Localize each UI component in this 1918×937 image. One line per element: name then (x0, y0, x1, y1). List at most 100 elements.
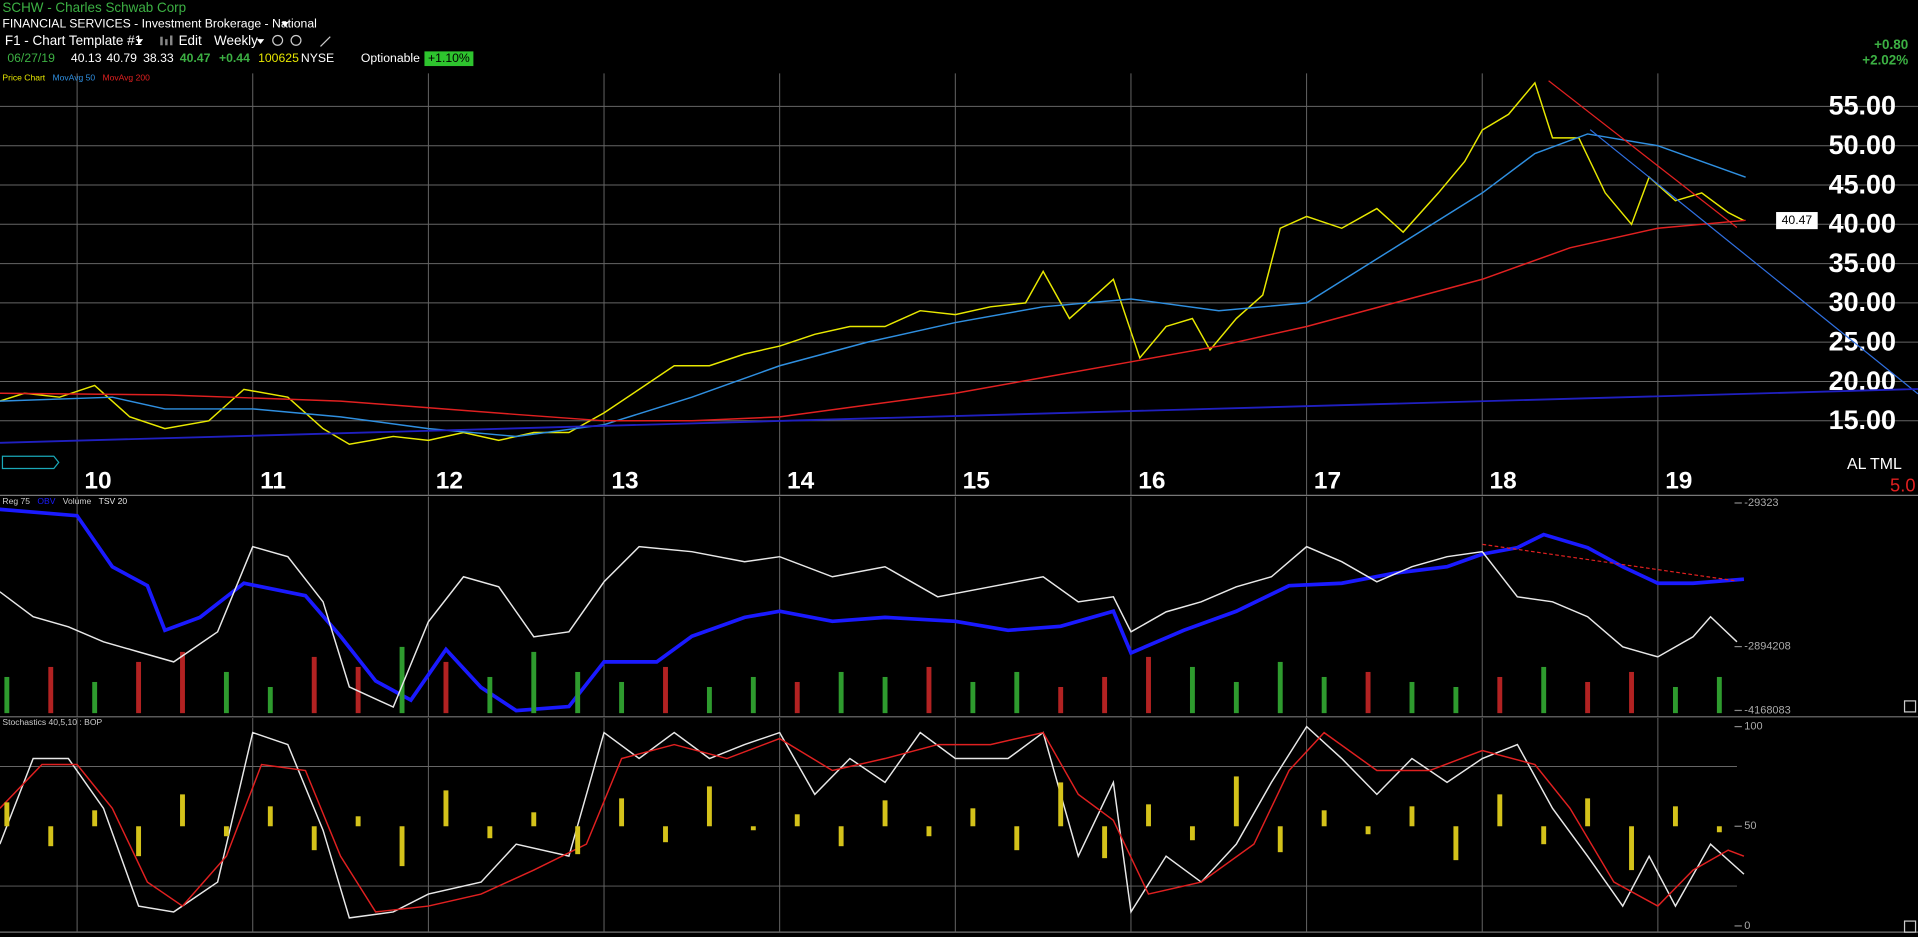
bar (1365, 826, 1371, 835)
bar (1409, 806, 1415, 827)
legend-entry: Volume (63, 496, 92, 506)
series-line (0, 725, 1745, 919)
quote-high: 40.79 (106, 51, 137, 65)
x-tick-label: 13 (611, 467, 638, 494)
bar (1716, 676, 1722, 714)
bar (223, 671, 229, 714)
panel-button[interactable] (1903, 700, 1917, 713)
bar (136, 661, 142, 714)
x-tick-label: 12 (436, 467, 463, 494)
edit-icon[interactable] (170, 35, 173, 46)
zoom-out[interactable] (290, 34, 302, 46)
zoom-in[interactable] (272, 34, 284, 46)
bar (1541, 666, 1547, 714)
dropdown-arrow[interactable] (281, 22, 289, 27)
legend-entry: MovAvg 50 (53, 73, 96, 83)
x-tick-label: 18 (1490, 467, 1517, 494)
draw-tool[interactable] (320, 36, 331, 47)
bar (48, 666, 54, 714)
legend-entry: OBV (37, 496, 55, 506)
bar (575, 826, 581, 855)
dropdown-arrow[interactable] (256, 39, 265, 45)
bar (619, 681, 625, 714)
series-line (0, 133, 1746, 438)
bar (1409, 681, 1415, 714)
edit-icon[interactable] (165, 39, 168, 46)
template[interactable]: F1 - Chart Template #1 (5, 33, 142, 48)
bar (136, 826, 142, 857)
bar (4, 676, 10, 714)
bar (355, 816, 361, 827)
right-change: +0.80 (1874, 37, 1908, 52)
bar (1102, 826, 1108, 859)
y-tick-label: -29323 (1744, 497, 1778, 509)
y-tick-label: 40.00 (1829, 209, 1896, 239)
panel-button[interactable] (1903, 920, 1917, 933)
y-tick-label: 30.00 (1829, 287, 1896, 317)
bar (838, 826, 844, 847)
bar (487, 826, 493, 839)
optionable: Optionable (361, 51, 420, 65)
y-tick-label: 55.00 (1829, 91, 1896, 121)
x-tick-label: 15 (963, 467, 990, 494)
quote-change: +0.44 (219, 51, 250, 65)
bar (311, 826, 317, 851)
quote-volume: 100625 (258, 51, 299, 65)
bar (399, 646, 405, 714)
bar (970, 681, 976, 714)
bar (794, 814, 800, 827)
dropdown-arrow[interactable] (135, 39, 144, 45)
bar (48, 826, 54, 847)
bar (882, 676, 888, 714)
bar (355, 666, 361, 714)
series-line (0, 731, 1745, 913)
bar (1102, 676, 1108, 714)
bar (1277, 661, 1283, 714)
bar (92, 681, 98, 714)
legend-entry: Stochastics 40,5,10 : BOP (2, 717, 102, 727)
edit-icon[interactable] (160, 36, 163, 46)
bar (1321, 810, 1327, 827)
x-tick-label: 17 (1314, 467, 1341, 494)
bar (838, 671, 844, 714)
bar (926, 826, 932, 837)
y-tick-label: 100 (1744, 721, 1762, 733)
bar (1189, 666, 1195, 714)
y-tick-label: 50.00 (1829, 130, 1896, 160)
bar (970, 808, 976, 827)
edit-button[interactable]: Edit (179, 33, 202, 48)
bar (1233, 681, 1239, 714)
bar (1058, 782, 1064, 827)
quote-low: 38.33 (143, 51, 174, 65)
quote-close: 40.47 (180, 51, 211, 65)
bar (399, 826, 405, 867)
bar (531, 651, 537, 714)
bar (926, 666, 932, 714)
y-tick-label: -2894208 (1744, 641, 1791, 653)
period[interactable]: Weekly (214, 33, 258, 48)
price-tag-box (1776, 212, 1818, 230)
legend-entry: MovAvg 200 (102, 73, 150, 83)
bar (1146, 804, 1151, 827)
y-tick-label: -4168083 (1744, 704, 1791, 716)
bar (750, 676, 756, 714)
x-tick-label: 16 (1138, 467, 1165, 494)
change-badge-text: +1.10% (428, 51, 470, 65)
scroll-marker[interactable] (1, 455, 60, 470)
y-tick-label: 45.00 (1829, 169, 1896, 199)
bar (1058, 686, 1064, 714)
bar (1672, 686, 1678, 714)
bar (267, 686, 273, 714)
trendline (1482, 543, 1738, 582)
bar (750, 826, 756, 831)
sector[interactable]: FINANCIAL SERVICES - Investment Brokerag… (2, 17, 316, 31)
bar (663, 666, 668, 714)
series-line (0, 545, 1738, 709)
bar (1146, 656, 1151, 714)
bar (794, 681, 800, 714)
bar (706, 786, 712, 827)
bar (487, 676, 493, 714)
bar (1497, 676, 1503, 714)
